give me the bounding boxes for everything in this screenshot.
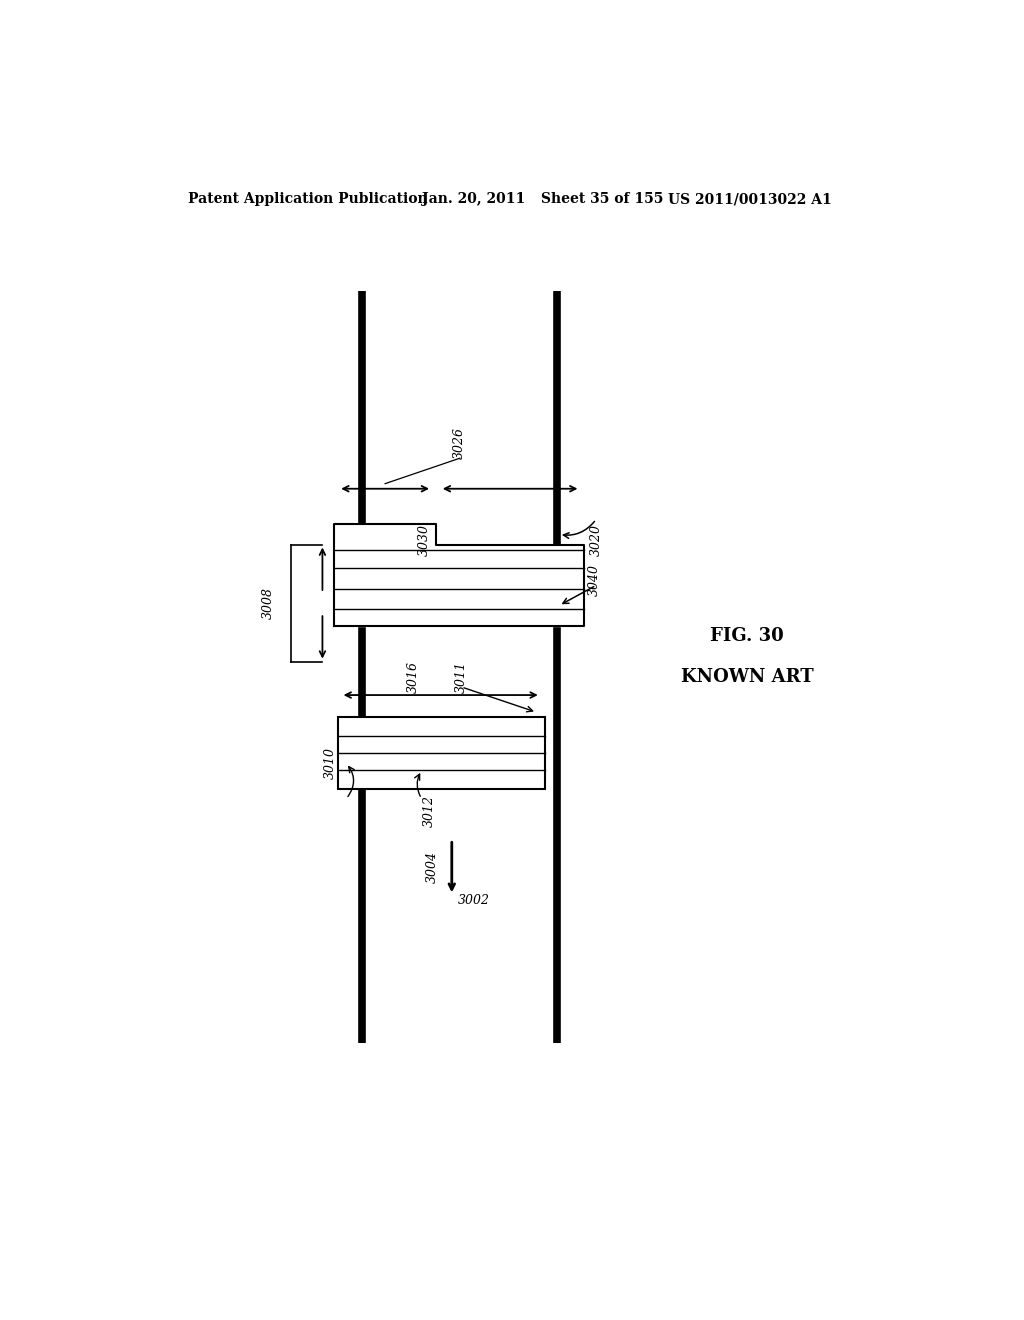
Text: Sheet 35 of 155: Sheet 35 of 155 (541, 191, 664, 206)
Text: 3020: 3020 (590, 524, 603, 556)
Text: 3030: 3030 (418, 524, 430, 556)
Text: Patent Application Publication: Patent Application Publication (187, 191, 427, 206)
Text: 3008: 3008 (262, 587, 275, 619)
Text: 3040: 3040 (588, 564, 601, 597)
Text: Jan. 20, 2011: Jan. 20, 2011 (422, 191, 525, 206)
Text: 3004: 3004 (425, 851, 438, 883)
Text: 3002: 3002 (458, 894, 490, 907)
Text: FIG. 30: FIG. 30 (710, 627, 784, 645)
Text: 3016: 3016 (408, 661, 420, 693)
Text: 3026: 3026 (454, 426, 466, 459)
Polygon shape (334, 524, 585, 626)
Text: 3012: 3012 (423, 795, 436, 826)
Text: US 2011/0013022 A1: US 2011/0013022 A1 (668, 191, 831, 206)
Text: 3011: 3011 (455, 661, 468, 693)
Text: 3010: 3010 (324, 747, 337, 779)
Text: KNOWN ART: KNOWN ART (681, 668, 813, 686)
Bar (338, 718, 545, 788)
